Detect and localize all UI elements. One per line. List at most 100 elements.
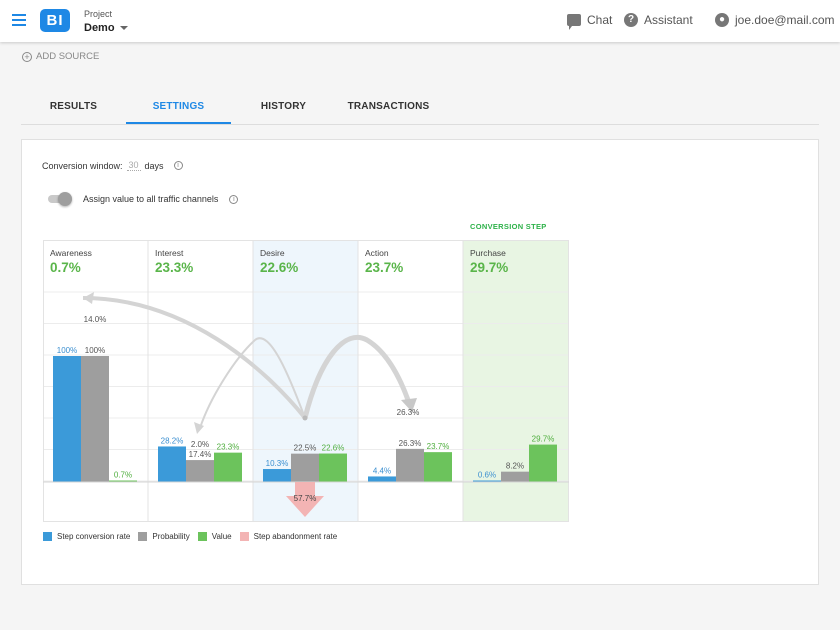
flow-label: 26.3% xyxy=(397,408,420,417)
bar-probability xyxy=(501,471,529,482)
stage-rate: 23.3% xyxy=(155,260,194,275)
assistant-button[interactable]: ? Assistant xyxy=(624,13,693,27)
info-icon[interactable]: i xyxy=(173,161,183,170)
bar-label: 28.2% xyxy=(161,436,184,445)
bar-probability xyxy=(396,448,424,482)
bar-step xyxy=(368,476,396,482)
chat-button[interactable]: Chat xyxy=(567,13,613,30)
legend-swatch-abandonment xyxy=(239,532,249,541)
legend-item: Value xyxy=(197,532,232,541)
stage-rate: 29.7% xyxy=(470,260,509,275)
help-icon: ? xyxy=(624,13,638,27)
conversion-window-row: Conversion window: days i xyxy=(42,160,183,171)
bar-label: 2.0% xyxy=(191,440,209,449)
flow-origin xyxy=(302,415,308,421)
conversion-window-label: Conversion window: xyxy=(42,160,123,171)
conversion-window-unit: days xyxy=(144,160,164,171)
conversion-step-label: CONVERSION STEP xyxy=(470,222,547,231)
bar-value xyxy=(109,480,137,482)
tab-bar: RESULTS SETTINGS HISTORY TRANSACTIONS xyxy=(21,92,819,125)
legend-swatch-probability xyxy=(138,532,148,541)
legend-swatch-step xyxy=(43,532,52,541)
flow-arrowhead xyxy=(401,398,417,412)
legend-item: Step abandonment rate xyxy=(239,532,338,541)
bar-probability xyxy=(186,460,214,482)
legend-swatch-value xyxy=(197,532,207,541)
flow-arrow-awareness xyxy=(82,296,307,420)
bar-value xyxy=(319,453,347,482)
abandonment-arrow xyxy=(286,482,324,517)
funnel-chart-svg: 100% 100% 0.7% 28.2% 17.4% 23.3% 10.3% 22.5% 22.… xyxy=(43,240,569,522)
top-bar: BI Project Demo Chat ? Assistant ● joe.d… xyxy=(0,0,840,42)
bar-label: 10.3% xyxy=(266,459,289,468)
bar-label: 100% xyxy=(85,346,105,355)
project-selector[interactable]: Demo xyxy=(84,22,128,34)
legend-label: Step abandonment rate xyxy=(253,532,338,541)
add-circle-icon: + xyxy=(22,51,32,62)
stage-name: Desire xyxy=(260,248,285,258)
bar-value xyxy=(214,452,242,482)
project-label: Project xyxy=(84,9,113,19)
stage-name: Interest xyxy=(155,248,184,258)
bar-value xyxy=(529,444,557,482)
bar-label: 100% xyxy=(57,346,77,355)
flow-label: 14.0% xyxy=(84,315,107,324)
bar-step xyxy=(473,480,501,482)
conversion-window-input[interactable] xyxy=(126,160,141,171)
flow-arrow-action xyxy=(302,334,411,419)
stage-rate: 22.6% xyxy=(260,260,299,275)
bar-probability xyxy=(81,356,109,482)
account-icon: ● xyxy=(715,13,729,27)
stage-name: Awareness xyxy=(50,248,92,258)
settings-card: Conversion window: days i Assign value t… xyxy=(21,139,819,585)
menu-icon[interactable] xyxy=(12,14,26,26)
flow-arrowhead xyxy=(83,292,94,304)
stage-rate: 23.7% xyxy=(365,260,404,275)
bar-label: 23.3% xyxy=(217,443,240,452)
info-icon[interactable]: i xyxy=(229,194,239,204)
chart-border xyxy=(43,240,569,522)
user-email: joe.doe@mail.com xyxy=(735,13,835,27)
stage-name: Purchase xyxy=(470,248,506,258)
chat-label: Chat xyxy=(587,13,613,27)
bar-value xyxy=(424,452,452,482)
stage-rate: 0.7% xyxy=(50,260,81,275)
bar-label: 0.7% xyxy=(114,471,132,480)
funnel-chart: 100% 100% 0.7% 28.2% 17.4% 23.3% 10.3% 22.5% 22.… xyxy=(43,240,569,522)
assign-value-label: Assign value to all traffic channels xyxy=(83,194,219,204)
tab-settings[interactable]: SETTINGS xyxy=(126,92,231,124)
legend-label: Step conversion rate xyxy=(57,532,131,541)
app-logo[interactable]: BI xyxy=(40,9,70,32)
bar-label: 26.3% xyxy=(399,439,422,448)
assign-value-row: Assign value to all traffic channels i xyxy=(46,192,239,206)
bar-label: 29.7% xyxy=(532,435,555,444)
bar-step xyxy=(158,446,186,482)
bar-label: 17.4% xyxy=(189,450,212,459)
bar-label: 4.4% xyxy=(373,466,391,475)
bar-label: 22.6% xyxy=(322,444,345,453)
bar-probability xyxy=(291,453,319,482)
chart-legend: Step conversion rate Probability Value S… xyxy=(43,532,345,541)
abandonment-label: 57.7% xyxy=(294,494,317,503)
bar-step xyxy=(263,469,291,482)
flow-arrowhead xyxy=(194,422,204,434)
bar-label: 23.7% xyxy=(427,442,450,451)
chevron-down-icon xyxy=(119,26,128,31)
legend-label: Probability xyxy=(152,532,190,541)
user-menu[interactable]: ● joe.doe@mail.com xyxy=(715,13,835,27)
tab-results[interactable]: RESULTS xyxy=(49,101,98,112)
assign-value-toggle[interactable] xyxy=(46,192,74,206)
bar-label: 22.5% xyxy=(294,444,317,453)
tab-history[interactable]: HISTORY xyxy=(260,101,307,112)
bar-label: 0.6% xyxy=(478,471,496,480)
bar-label: 8.2% xyxy=(506,462,524,471)
add-source-button[interactable]: + ADD SOURCE xyxy=(22,51,99,62)
legend-item: Probability xyxy=(138,532,190,541)
legend-item: Step conversion rate xyxy=(43,532,130,541)
tab-transactions[interactable]: TRANSACTIONS xyxy=(347,101,430,112)
bar-step xyxy=(53,356,81,482)
project-name: Demo xyxy=(84,22,115,34)
assistant-label: Assistant xyxy=(644,13,693,27)
stage-name: Action xyxy=(365,248,389,258)
chat-icon xyxy=(567,14,581,30)
